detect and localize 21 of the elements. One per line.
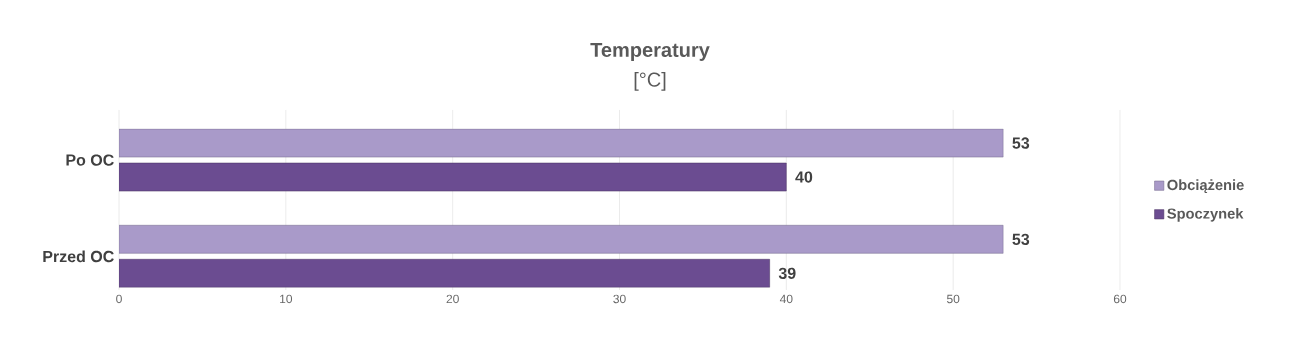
x-tick-label: 20 (446, 294, 459, 304)
data-label: 53 (1012, 137, 1030, 149)
data-label: 53 (1012, 233, 1030, 245)
x-tick-label: 60 (1113, 294, 1127, 304)
legend-label: Spoczynek (1167, 207, 1244, 222)
data-label: 39 (778, 267, 796, 279)
bar (119, 259, 770, 288)
chart-subtitle: [°C] (634, 72, 666, 91)
bar (119, 162, 787, 192)
x-tick-label: 40 (779, 294, 793, 304)
data-label: 40 (795, 171, 813, 183)
x-tick-label: 0 (116, 294, 122, 304)
bar (119, 128, 1004, 158)
bar (119, 225, 1004, 254)
y-tick-label: Przed OC (43, 250, 114, 263)
x-tick-label: 30 (613, 294, 626, 304)
legend-label: Obciążenie (1167, 179, 1244, 194)
chart-title: Temperatury (590, 43, 710, 61)
x-tick-label: 10 (280, 294, 293, 304)
y-tick-label: Po OC (66, 154, 114, 166)
x-tick-label: 50 (946, 294, 960, 304)
